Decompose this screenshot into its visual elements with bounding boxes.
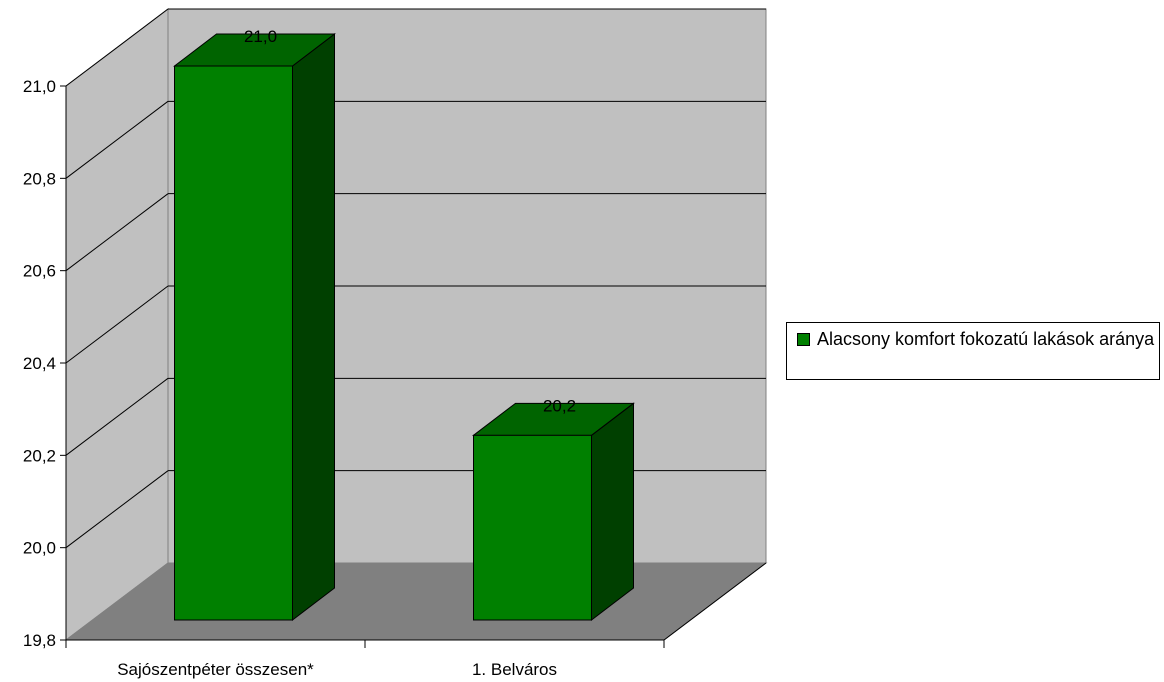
y-tick-label: 20,4 [23,354,56,373]
y-tick-label: 20,0 [23,539,56,558]
legend-label: Alacsony komfort fokozatú lakások aránya [817,329,1155,349]
bar [472,402,635,622]
bar-front [473,434,592,621]
y-tick-label: 19,8 [23,631,56,650]
x-category-label: 1. Belváros [472,660,557,679]
y-tick-label: 20,8 [23,169,56,188]
gridline-side [65,100,169,179]
data-label: 20,2 [543,396,576,415]
legend-swatch [797,333,810,346]
y-axis-ticks: 19,8 20,0 20,2 20,4 20,6 20,8 21,0 [23,77,66,650]
legend: Alacsony komfort fokozatú lakások aránya [786,322,1160,380]
data-label: 21,0 [244,27,277,46]
y-tick-label: 20,2 [23,446,56,465]
data-labels: 21,0 20,2 [244,27,576,415]
gridline-side [65,377,169,456]
gridline-side [65,470,169,549]
y-tick-label: 20,6 [23,262,56,281]
bar-side [591,402,634,622]
gridline-side [65,193,169,272]
y-tick-label: 21,0 [23,77,56,96]
gridline-side [65,285,169,364]
floor [64,562,768,641]
x-axis-categories: Sajószentpéter összesen* 1. Belváros [65,640,665,679]
bars [173,32,635,622]
floor-edge [663,562,767,641]
bar-side [292,32,335,622]
gridline-side [65,8,169,87]
bar-front [174,65,293,621]
chart-walls [64,7,768,642]
bar [173,32,336,622]
x-category-label: Sajószentpéter összesen* [117,660,314,679]
